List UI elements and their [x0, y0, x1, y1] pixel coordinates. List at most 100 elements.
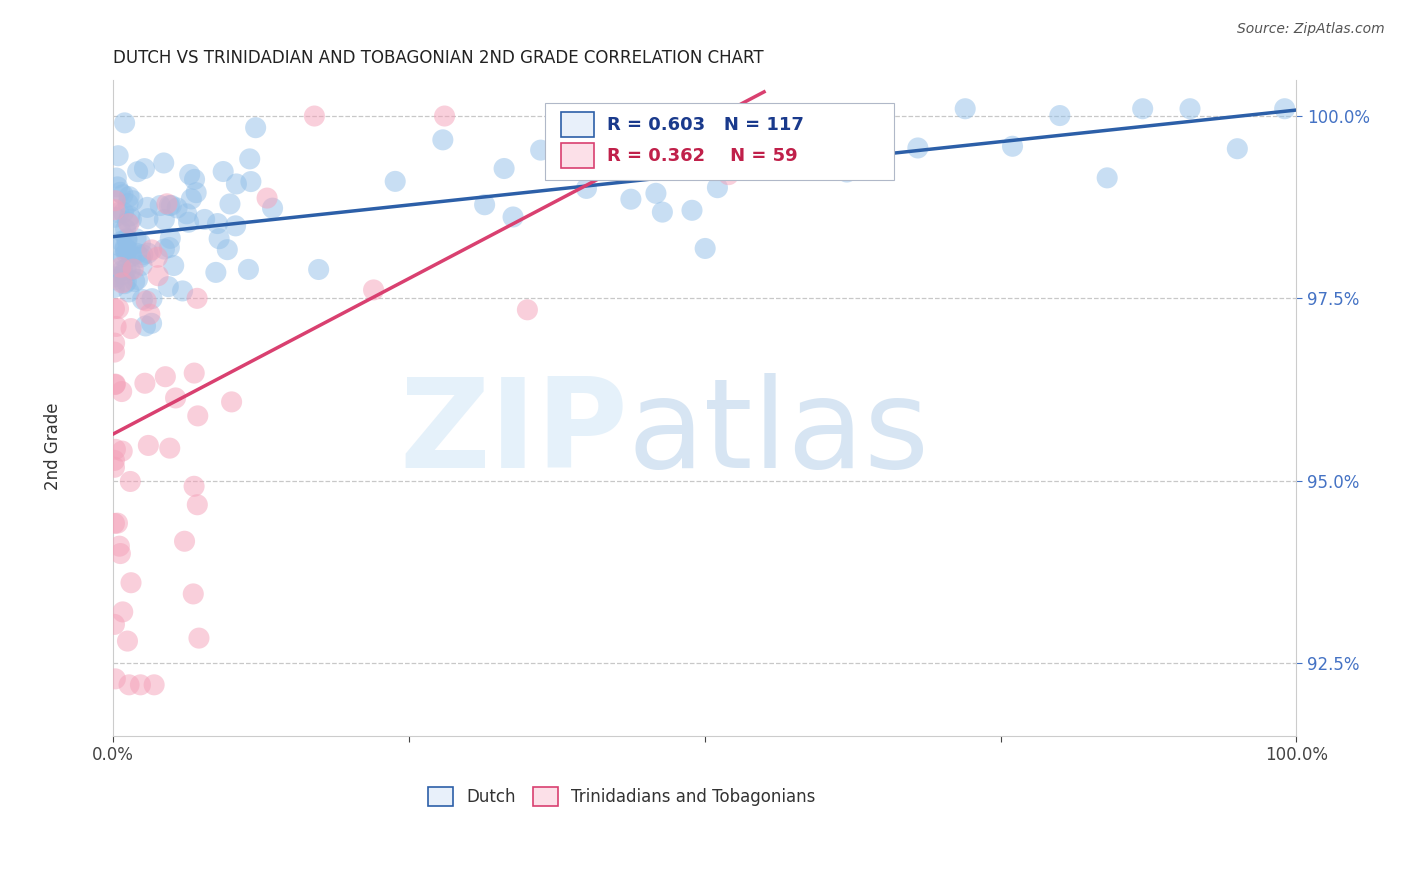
Point — [516, 302, 538, 317]
Point — [384, 174, 406, 188]
Point — [118, 678, 141, 692]
Point — [107, 516, 129, 530]
Point — [205, 265, 228, 279]
Point — [132, 248, 155, 262]
Point — [115, 262, 138, 277]
Point — [117, 634, 139, 648]
Point — [256, 191, 278, 205]
Point — [575, 181, 598, 195]
Point — [107, 179, 129, 194]
Point — [776, 142, 799, 156]
Point — [620, 192, 643, 206]
FancyBboxPatch shape — [561, 112, 593, 136]
Point — [1226, 142, 1249, 156]
Point — [139, 307, 162, 321]
Point — [104, 202, 127, 217]
Point — [194, 212, 217, 227]
Point — [114, 241, 136, 255]
Point — [111, 605, 134, 619]
Point — [610, 140, 633, 154]
Point — [1274, 102, 1296, 116]
Point — [651, 205, 673, 219]
Point — [225, 219, 247, 233]
Point — [115, 232, 138, 246]
Point — [103, 460, 125, 475]
Point — [433, 109, 456, 123]
Point — [115, 275, 138, 289]
Point — [107, 256, 129, 270]
Point — [432, 133, 454, 147]
Point — [219, 197, 242, 211]
Point — [239, 175, 262, 189]
Point — [129, 250, 152, 264]
Point — [183, 479, 205, 493]
Text: 2nd Grade: 2nd Grade — [45, 402, 62, 490]
Point — [141, 243, 163, 257]
Point — [474, 198, 496, 212]
Point — [114, 242, 136, 256]
Point — [702, 136, 724, 150]
Point — [907, 141, 929, 155]
Point — [159, 231, 181, 245]
Point — [118, 189, 141, 203]
Point — [183, 172, 205, 186]
Point — [262, 201, 284, 215]
Point — [188, 631, 211, 645]
Point — [153, 212, 176, 227]
Point — [157, 279, 180, 293]
Point — [118, 217, 141, 231]
Point — [695, 242, 717, 256]
Point — [111, 187, 134, 202]
Point — [181, 587, 204, 601]
Point — [112, 268, 135, 282]
Text: DUTCH VS TRINIDADIAN AND TOBAGONIAN 2ND GRADE CORRELATION CHART: DUTCH VS TRINIDADIAN AND TOBAGONIAN 2ND … — [114, 49, 763, 67]
Point — [186, 291, 208, 305]
Point — [114, 277, 136, 291]
Point — [111, 276, 134, 290]
Point — [176, 207, 198, 221]
Text: atlas: atlas — [628, 374, 931, 494]
Point — [134, 376, 156, 391]
Point — [136, 246, 159, 260]
Point — [163, 259, 186, 273]
Point — [239, 152, 262, 166]
Point — [112, 249, 135, 263]
Point — [141, 292, 163, 306]
Point — [217, 243, 239, 257]
Point — [225, 177, 247, 191]
FancyBboxPatch shape — [546, 103, 894, 180]
Point — [107, 149, 129, 163]
Point — [136, 211, 159, 226]
Point — [681, 203, 703, 218]
Point — [156, 196, 179, 211]
Point — [1178, 102, 1201, 116]
Point — [104, 336, 127, 351]
Point — [835, 165, 858, 179]
FancyBboxPatch shape — [561, 144, 593, 169]
Point — [692, 137, 714, 152]
Point — [530, 143, 553, 157]
Point — [1049, 109, 1071, 123]
Point — [221, 395, 243, 409]
Point — [172, 284, 194, 298]
Point — [129, 678, 152, 692]
Point — [717, 168, 740, 182]
Point — [127, 164, 149, 178]
Point — [738, 161, 761, 176]
Point — [110, 224, 132, 238]
Point — [363, 283, 385, 297]
Point — [104, 269, 127, 284]
Point — [212, 164, 235, 178]
Point — [118, 209, 141, 223]
Point — [152, 156, 174, 170]
Point — [110, 547, 132, 561]
Point — [157, 240, 180, 254]
Point — [187, 409, 209, 423]
Point — [127, 272, 149, 286]
Point — [160, 198, 183, 212]
Point — [208, 232, 231, 246]
Point — [122, 262, 145, 277]
Point — [141, 316, 163, 330]
Point — [111, 444, 134, 458]
Point — [155, 369, 177, 384]
